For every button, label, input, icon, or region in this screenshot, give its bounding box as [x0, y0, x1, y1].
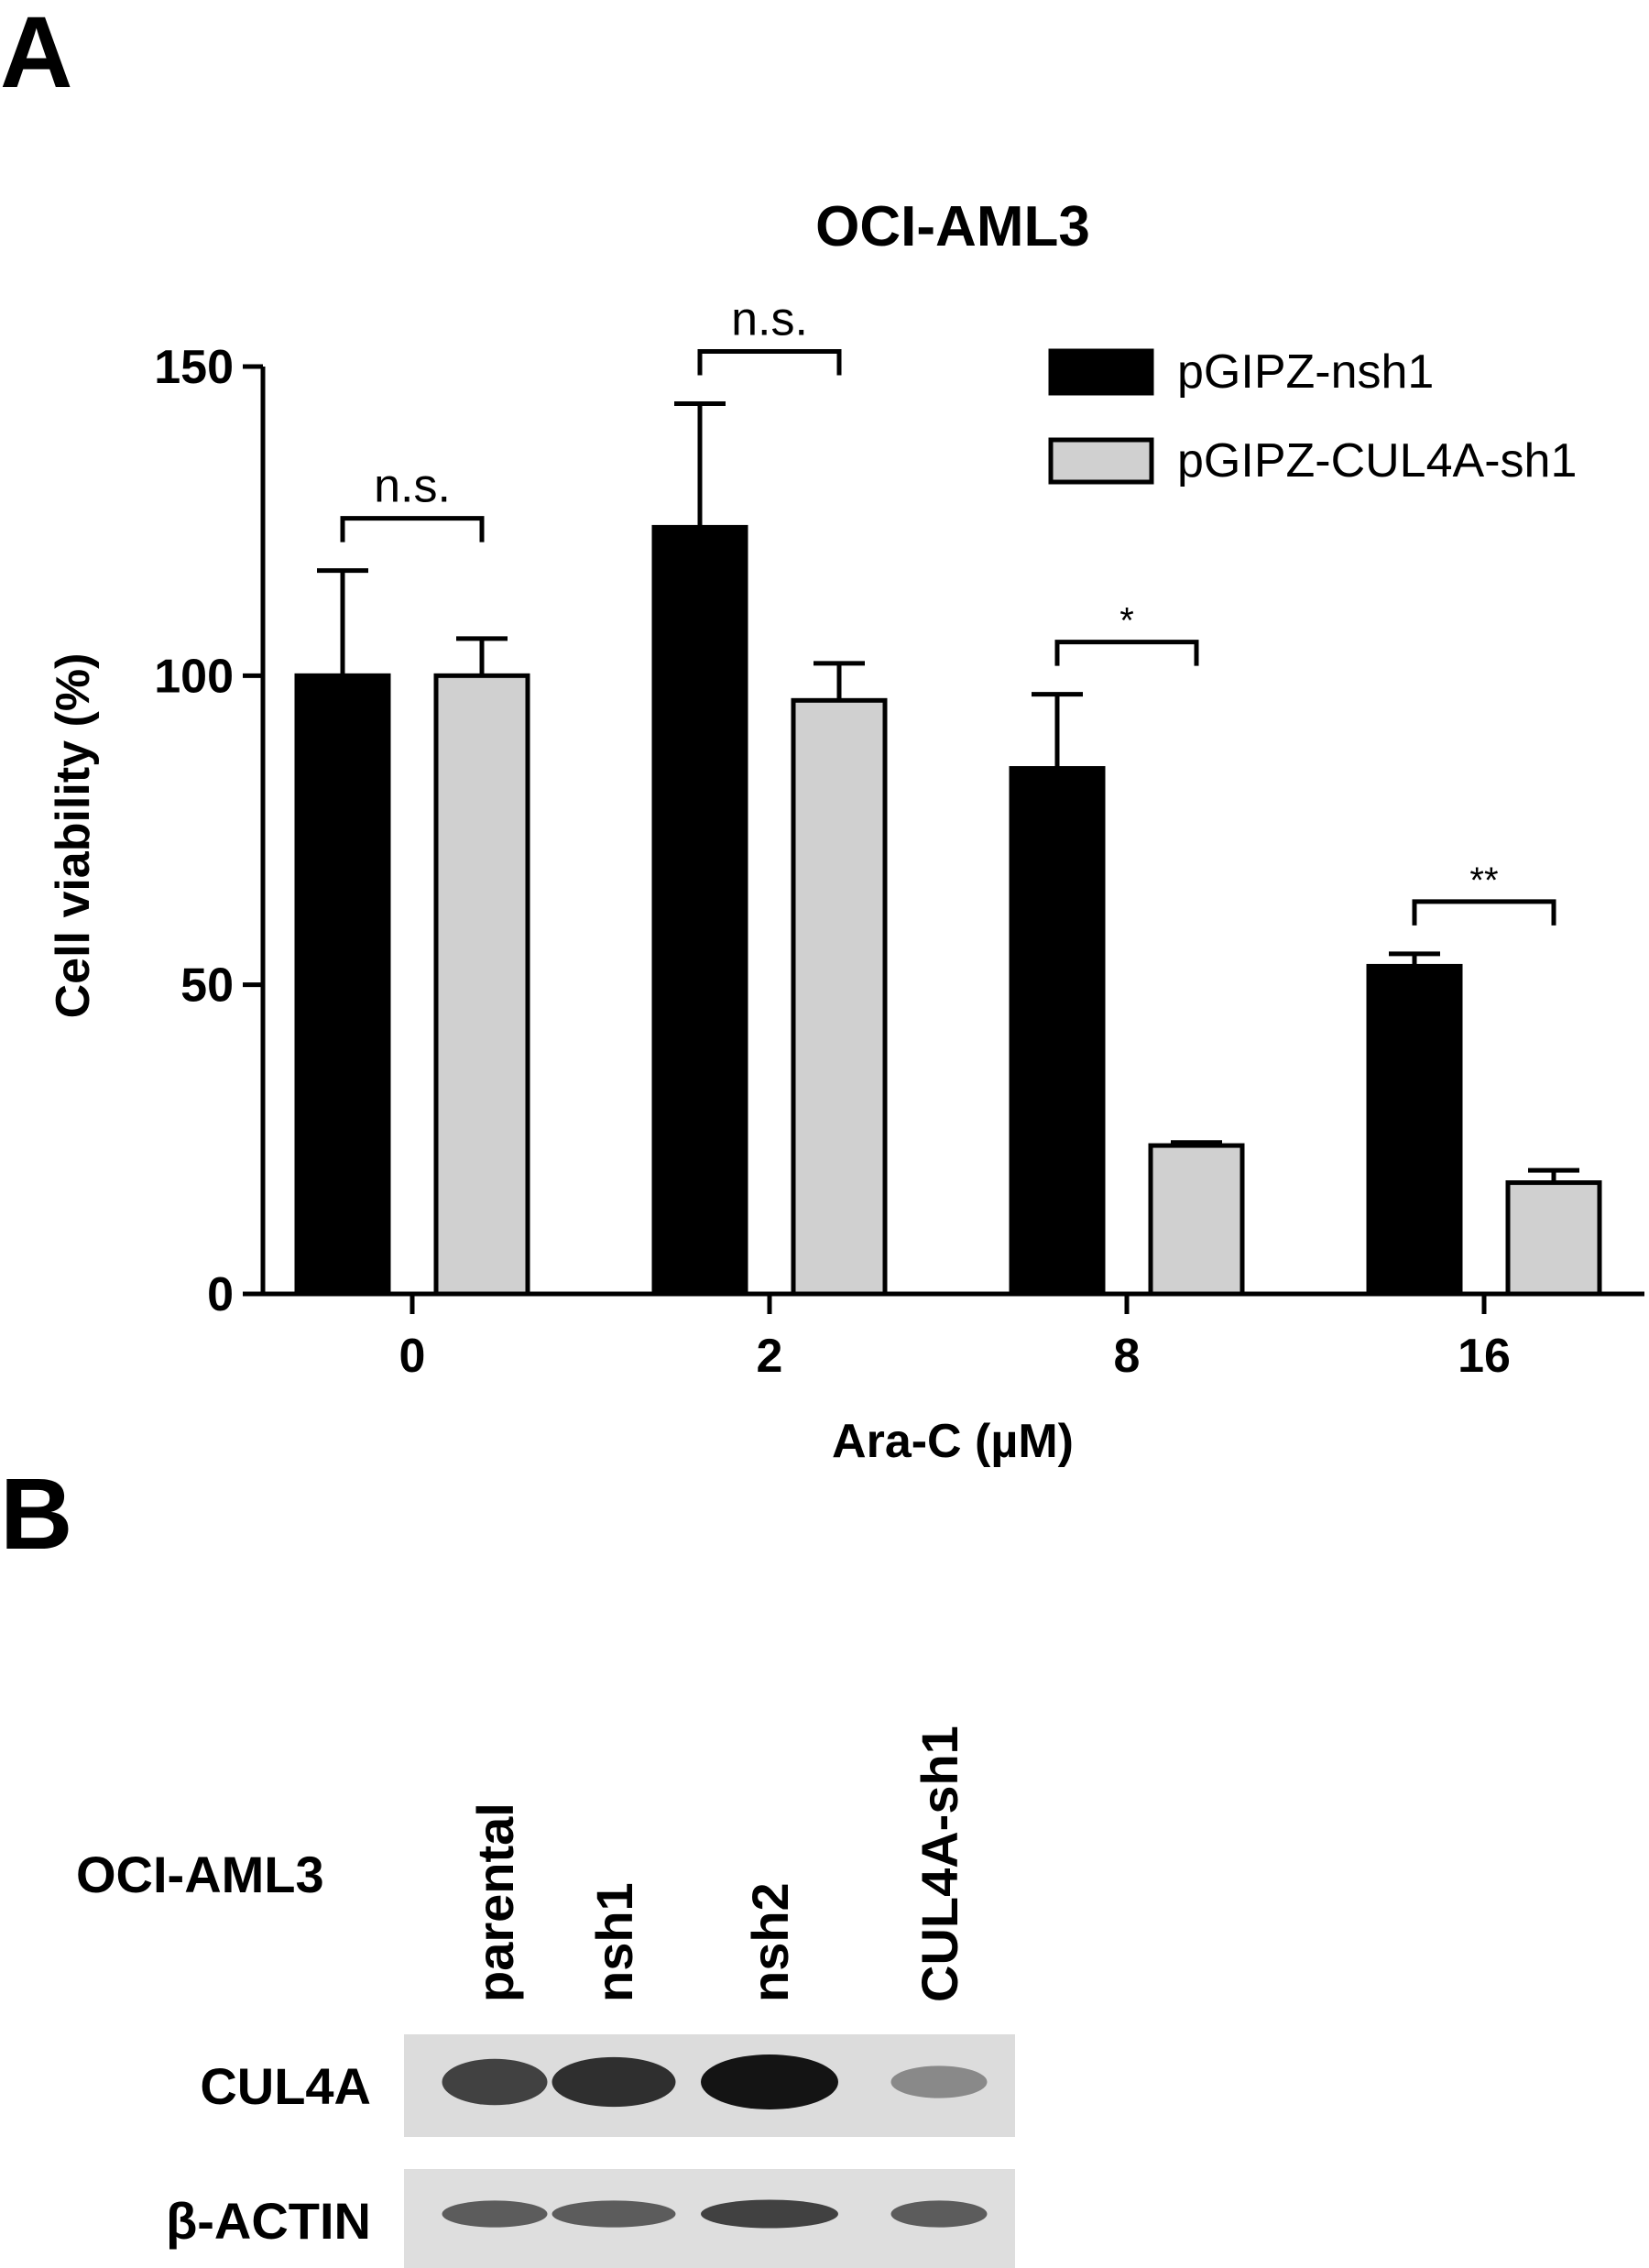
y-tick-label: 50 [180, 959, 234, 1013]
chart-title: OCI-AML3 [815, 195, 1090, 258]
bar-cul4a-sh1 [433, 673, 530, 1297]
y-tick-label: 100 [154, 650, 234, 703]
blot-band [890, 2200, 988, 2228]
bar-cul4a-sh1 [1505, 1180, 1602, 1297]
blot-band [890, 2065, 988, 2098]
lane-label: parental [466, 1802, 524, 2002]
significance-bracket [340, 516, 485, 542]
legend-label: pGIPZ-nsh1 [1177, 345, 1434, 399]
bar-nsh1 [1009, 766, 1106, 1297]
blot-band [442, 2058, 548, 2106]
bar-chart: OCI-AML3 Cell viability (%) Ara-C (µM) 0… [47, 195, 1644, 1468]
y-tick-label: 150 [154, 341, 234, 394]
x-tick-label: 0 [399, 1330, 426, 1383]
bar-nsh1 [1366, 963, 1463, 1297]
bar-nsh1 [294, 673, 391, 1297]
x-tick-label: 8 [1114, 1330, 1141, 1383]
blot-band [551, 2056, 676, 2108]
bar-cul4a-sh1 [1148, 1143, 1245, 1297]
blot-row-label: β-ACTIN [166, 2192, 371, 2250]
blot-band [701, 2199, 838, 2229]
y-axis-label: Cell viability (%) [47, 653, 100, 1019]
significance-label: * [1119, 601, 1134, 641]
x-tick-label: 16 [1458, 1330, 1511, 1383]
y-tick-label: 0 [207, 1268, 234, 1321]
significance-label: ** [1469, 860, 1498, 901]
blot-band [701, 2054, 838, 2109]
significance-bracket [1412, 899, 1556, 926]
x-tick-label: 2 [757, 1330, 783, 1383]
blot-cell-line-label: OCI-AML3 [76, 1846, 324, 1903]
lane-label: nsh2 [741, 1882, 799, 2002]
legend-swatch [1048, 437, 1154, 485]
bar-nsh1 [651, 524, 748, 1297]
blot-band [551, 2200, 676, 2228]
blot-band [442, 2200, 548, 2228]
significance-label: n.s. [731, 292, 808, 345]
lane-label: CUL4A-sh1 [911, 1726, 968, 2002]
x-axis-label: Ara-C (µM) [832, 1415, 1074, 1468]
blot-row-label: CUL4A [200, 2057, 371, 2115]
legend: pGIPZ-nsh1 pGIPZ-CUL4A-sh1 [1048, 345, 1577, 488]
significance-bracket [1054, 640, 1199, 666]
panel-b-label: B [0, 1458, 72, 1571]
bar-cul4a-sh1 [791, 697, 888, 1297]
legend-swatch [1048, 348, 1154, 396]
significance-label: n.s. [374, 460, 451, 513]
significance-bracket [697, 348, 842, 376]
legend-label: pGIPZ-CUL4A-sh1 [1177, 434, 1577, 488]
western-blot: OCI-AML3 parental nsh1 nsh2 CUL4A-sh1 CUL4A… [76, 1726, 1015, 2268]
lane-label: nsh1 [585, 1882, 643, 2002]
panel-a-label: A [0, 0, 72, 109]
